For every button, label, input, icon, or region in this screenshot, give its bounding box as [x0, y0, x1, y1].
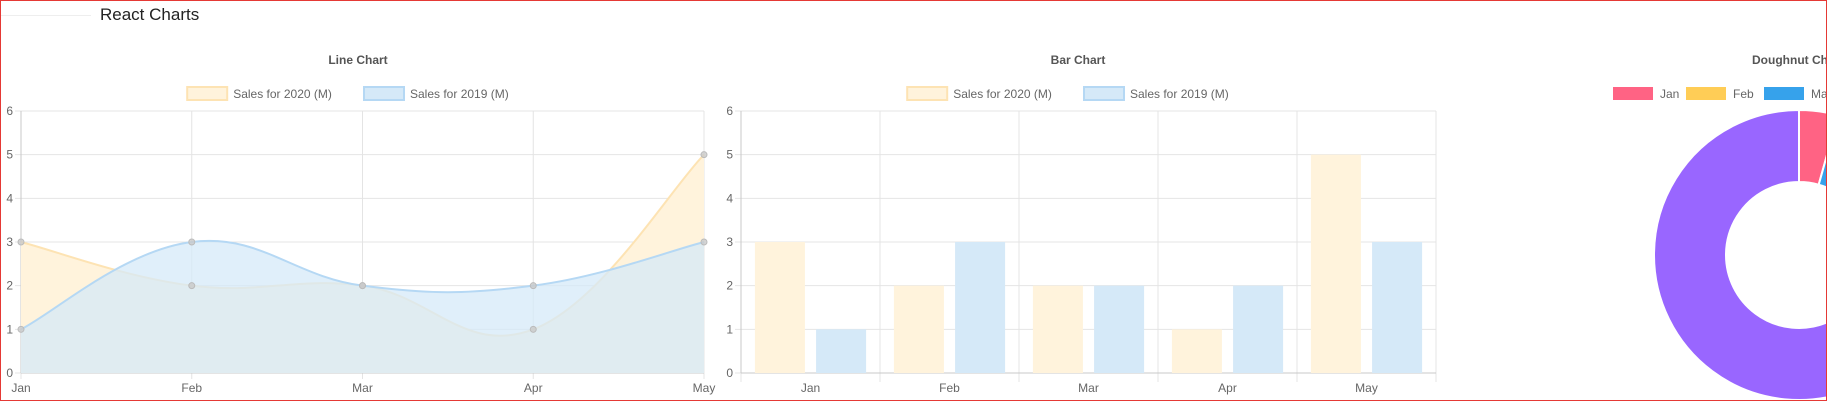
line-chart-data-point — [700, 151, 708, 159]
line-chart-y-tick-label: 4 — [6, 191, 13, 205]
title-divider — [1, 15, 91, 16]
line-chart-y-tick-label: 2 — [6, 279, 13, 293]
doughnut-legend-label: Feb — [1733, 87, 1754, 101]
bar-chart: Bar Chart Sales for 2020 (M) Sales for 201… — [726, 53, 1437, 395]
line-chart-data-point — [17, 325, 25, 333]
page-title: React Charts — [100, 5, 200, 24]
line-chart-data-point — [529, 282, 537, 290]
bar-chart-y-tick-label: 4 — [726, 191, 733, 205]
bar-chart-y-tick-label: 5 — [726, 148, 733, 162]
line-chart-legend-label: Sales for 2020 (M) — [233, 87, 332, 101]
bar-chart-legend-label: Sales for 2020 (M) — [953, 87, 1052, 101]
bar-chart-x-tick-label: May — [1355, 381, 1378, 395]
bar-chart-bar — [1310, 154, 1361, 373]
bar-chart-y-tick-label: 0 — [726, 366, 733, 380]
line-chart-x-tick-label: Mar — [352, 381, 373, 395]
bar-chart-bar — [1032, 285, 1083, 373]
bar-chart-x-tick-label: Feb — [939, 381, 960, 395]
line-chart-x-tick-label: May — [693, 381, 716, 395]
line-chart-data-point — [529, 325, 537, 333]
bar-chart-legend-label: Sales for 2019 (M) — [1130, 87, 1229, 101]
line-chart-data-point — [17, 238, 25, 246]
bar-chart-x-tick-label: Apr — [1218, 381, 1237, 395]
bar-chart-title: Bar Chart — [1051, 53, 1106, 67]
bar-chart-bar — [955, 242, 1006, 373]
bar-chart-bar — [1094, 285, 1145, 373]
line-chart-y-tick-label: 6 — [6, 104, 13, 118]
doughnut-legend-swatch — [1686, 87, 1726, 100]
line-chart-legend-label: Sales for 2019 (M) — [410, 87, 509, 101]
line-chart: Line Chart Sales for 2020 (M) Sales for 20… — [6, 53, 716, 395]
line-chart-y-tick-label: 3 — [6, 235, 13, 249]
bar-chart-bar — [893, 285, 944, 373]
bar-chart-x-tick-label: Mar — [1078, 381, 1099, 395]
doughnut-legend-swatch — [1613, 87, 1653, 100]
doughnut-legend-label: Jan — [1660, 87, 1679, 101]
bar-chart-y-tick-label: 3 — [726, 235, 733, 249]
doughnut-slice — [1817, 154, 1826, 189]
doughnut-chart-title: Doughnut Ch — [1752, 53, 1827, 67]
line-chart-data-point — [188, 238, 196, 246]
line-chart-legend-swatch — [186, 86, 229, 101]
bar-chart-legend-swatch — [1083, 86, 1125, 101]
doughnut-legend-label: Ma — [1811, 87, 1827, 101]
doughnut-chart: Doughnut Ch Jan Feb Ma — [1613, 53, 1827, 400]
line-chart-y-tick-label: 0 — [6, 366, 13, 380]
bar-chart-bar — [754, 242, 805, 373]
line-chart-x-tick-label: Jan — [11, 381, 30, 395]
bar-chart-bar — [1233, 285, 1284, 373]
line-chart-data-point — [188, 282, 196, 290]
bar-chart-bar — [816, 329, 867, 373]
line-chart-x-tick-label: Apr — [524, 381, 543, 395]
line-chart-x-tick-label: Feb — [181, 381, 202, 395]
line-chart-y-tick-label: 1 — [6, 322, 13, 336]
bar-chart-legend-swatch — [906, 86, 949, 101]
line-chart-data-point — [700, 238, 708, 246]
bar-chart-y-tick-label: 6 — [726, 104, 733, 118]
bar-chart-y-tick-label: 1 — [726, 322, 733, 336]
bar-chart-bar — [1171, 329, 1222, 373]
line-chart-data-point — [359, 282, 366, 290]
line-chart-legend-swatch — [363, 86, 405, 101]
bar-chart-x-tick-label: Jan — [801, 381, 820, 395]
line-chart-y-tick-label: 5 — [6, 148, 13, 162]
line-chart-series-area — [21, 240, 704, 373]
bar-chart-y-tick-label: 2 — [726, 279, 733, 293]
line-chart-title: Line Chart — [328, 53, 387, 67]
doughnut-legend-swatch — [1764, 87, 1804, 100]
bar-chart-bar — [1372, 242, 1423, 373]
doughnut-slice — [1653, 108, 1826, 400]
